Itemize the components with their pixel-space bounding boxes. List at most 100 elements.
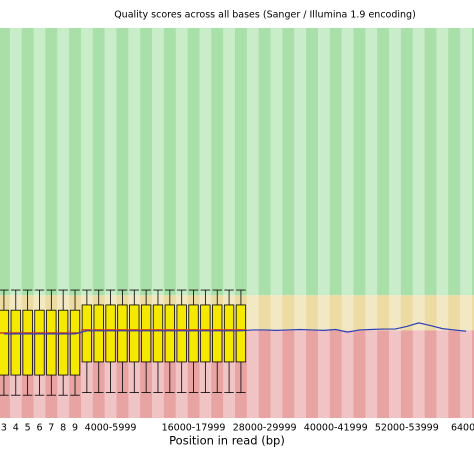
zone-stripe	[400, 295, 414, 331]
x-tick-label: 8	[60, 423, 66, 434]
zone-stripe	[317, 28, 331, 296]
zone-stripe	[400, 28, 414, 296]
zone-stripe	[341, 330, 354, 418]
zone-stripe	[45, 28, 58, 296]
zone-stripe	[341, 28, 354, 296]
x-tick-label: 4000-5999	[85, 423, 137, 434]
box	[0, 309, 10, 376]
zone-stripe	[436, 28, 449, 296]
zone-stripe	[235, 28, 248, 296]
box	[188, 304, 199, 363]
zone-stripe	[282, 295, 295, 331]
zone-stripe	[436, 330, 449, 418]
box	[93, 304, 104, 363]
zone-stripe	[460, 295, 473, 331]
zone-stripe	[329, 330, 342, 418]
zone-stripe	[294, 28, 307, 296]
zone-stripe	[128, 28, 141, 296]
box	[22, 309, 33, 376]
zone-stripe	[341, 295, 354, 331]
x-axis-label: Position in read (bp)	[169, 434, 285, 448]
zone-stripe	[329, 28, 342, 296]
zone-stripe	[294, 295, 307, 331]
zone-stripe	[258, 295, 271, 331]
zone-stripe	[448, 330, 461, 418]
zone-stripe	[9, 28, 22, 296]
box	[69, 309, 81, 376]
zone-stripe	[223, 28, 236, 296]
mean-line	[3, 322, 467, 335]
x-tick-label: 64000	[451, 423, 474, 434]
zone-stripe	[472, 295, 474, 331]
zone-stripe	[412, 330, 425, 418]
zone-stripe	[104, 28, 117, 296]
zone-stripe	[246, 330, 259, 418]
zone-stripe	[294, 330, 307, 418]
zone-stripe	[163, 28, 177, 296]
zone-stripe	[199, 28, 212, 296]
x-tick-label: 5	[25, 423, 31, 434]
zone-stripe	[365, 295, 378, 331]
zone-stripe	[306, 295, 319, 331]
box	[152, 304, 164, 363]
zone-stripe	[424, 28, 437, 296]
box	[235, 304, 247, 363]
box	[81, 304, 93, 363]
box	[10, 309, 21, 376]
x-tick-label: 4	[13, 423, 19, 434]
x-tick-label: 6	[36, 423, 42, 434]
zone-stripe	[21, 28, 34, 296]
x-tick-label: 7	[48, 423, 54, 434]
zone-stripe	[389, 28, 402, 296]
x-tick-label: 52000-53999	[375, 423, 439, 434]
zone-stripe	[80, 28, 94, 296]
zone-stripe	[353, 330, 366, 418]
zone-stripe	[317, 330, 331, 418]
zone-stripe	[33, 28, 46, 296]
zone-stripe	[412, 295, 425, 331]
box	[212, 304, 223, 363]
zone-stripe	[282, 330, 295, 418]
zone-stripe	[448, 295, 461, 331]
zone-stripe	[377, 330, 390, 418]
box	[58, 309, 69, 376]
zone-stripe	[306, 28, 319, 296]
zone-stripe	[377, 28, 390, 296]
zone-stripe	[424, 295, 437, 331]
box	[34, 309, 45, 376]
zone-stripe	[270, 28, 283, 296]
zone-stripe	[448, 28, 461, 296]
zone-stripe	[69, 28, 82, 296]
zone-stripe	[353, 28, 366, 296]
zone-stripe	[317, 295, 331, 331]
zone-stripe	[116, 28, 129, 296]
zone-stripe	[436, 295, 449, 331]
box	[117, 304, 128, 363]
zone-stripe	[329, 295, 342, 331]
zone-stripe	[460, 330, 473, 418]
zone-stripe	[258, 330, 271, 418]
zone-stripe	[246, 295, 259, 331]
zone-stripe	[472, 28, 474, 296]
box	[129, 304, 140, 363]
zone-stripe	[389, 295, 402, 331]
zone-stripe	[472, 330, 474, 418]
zone-stripe	[353, 295, 366, 331]
zone-stripe	[187, 28, 200, 296]
zone-stripe	[92, 28, 105, 296]
x-tick-label: 3	[1, 423, 7, 434]
zone-stripe	[246, 28, 259, 296]
zone-stripe	[306, 330, 319, 418]
zone-stripe	[152, 28, 165, 296]
chart-title: Quality scores across all bases (Sanger …	[114, 10, 416, 21]
zone-stripe	[140, 28, 153, 296]
zone-stripe	[270, 295, 283, 331]
x-tick-label: 9	[72, 423, 78, 434]
box	[200, 304, 211, 363]
zone-stripe	[377, 295, 390, 331]
zone-stripe	[258, 28, 271, 296]
box	[105, 304, 116, 363]
zone-stripe	[175, 28, 188, 296]
box	[140, 304, 152, 363]
zone-stripe	[282, 28, 295, 296]
